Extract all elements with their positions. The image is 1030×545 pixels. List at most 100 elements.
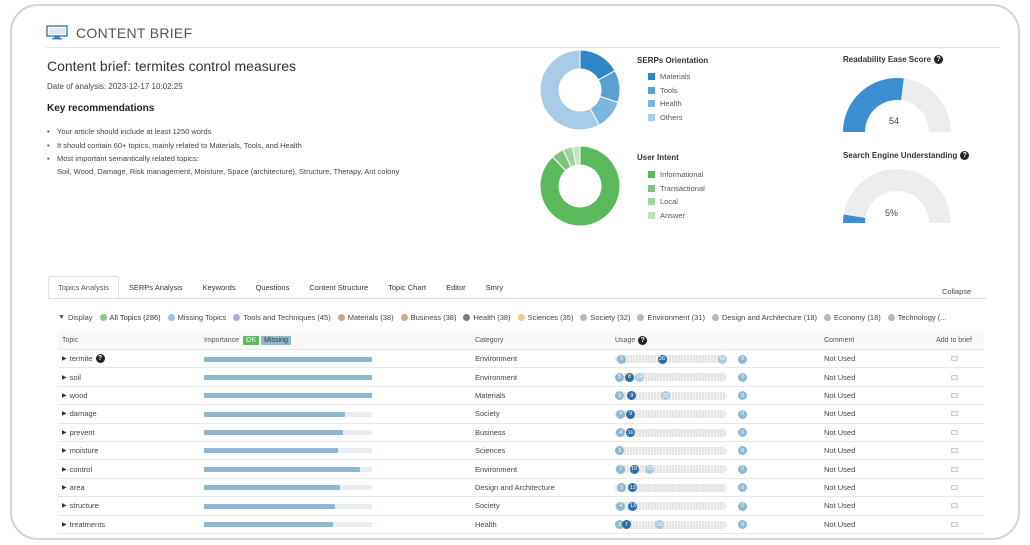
display-filter[interactable]: ▼ Display: [58, 313, 93, 322]
usage-bubble: 2: [616, 464, 626, 474]
tab-smry[interactable]: Smry: [485, 283, 504, 292]
serps-legend-item[interactable]: Materials: [648, 70, 690, 84]
expand-caret-icon[interactable]: ▶: [62, 411, 67, 418]
filter-chip[interactable]: Economy (18): [824, 313, 881, 322]
table-row[interactable]: ▶ control Environment 2 10 20 0 Not Used: [58, 460, 984, 479]
topic-cell[interactable]: ▶ termite?: [62, 350, 202, 367]
serps-legend-item[interactable]: Tools: [648, 84, 690, 98]
add-to-brief-checkbox[interactable]: [950, 484, 958, 490]
filter-chip[interactable]: Tools and Techniques (45): [233, 313, 331, 322]
expand-caret-icon[interactable]: ▶: [62, 484, 67, 491]
filter-chip[interactable]: Environment (31): [637, 313, 705, 322]
usage-current-count: 0: [738, 409, 748, 419]
topic-cell[interactable]: ▶ treatments: [62, 516, 202, 533]
legend-swatch: [648, 198, 655, 206]
expand-caret-icon[interactable]: ▶: [62, 356, 67, 363]
add-to-brief-checkbox[interactable]: [950, 448, 958, 454]
topic-cell[interactable]: ▶ soil: [62, 368, 202, 385]
table-row[interactable]: ▶ termite? Environment 5 26 66 0 Not Used: [58, 350, 984, 369]
filter-chip[interactable]: Design and Architecture (18): [711, 313, 817, 322]
table-row[interactable]: ▶ prevent Business 4 10 0 Not Used: [58, 424, 984, 442]
topic-cell[interactable]: ▶ damage: [62, 405, 202, 422]
table-row[interactable]: ▶ structure Society 4 13 0 Not Used: [58, 497, 984, 516]
help-icon[interactable]: ?: [960, 151, 970, 160]
tab-keywords[interactable]: Keywords: [202, 283, 236, 292]
help-icon[interactable]: ?: [934, 55, 944, 64]
expand-caret-icon[interactable]: ▶: [62, 448, 67, 455]
add-to-brief-checkbox[interactable]: [950, 466, 958, 472]
intent-legend-item[interactable]: Local: [648, 195, 705, 209]
usage-current-count: 0: [738, 520, 748, 530]
col-importance[interactable]: Importance OK Missing: [204, 332, 464, 349]
tab-topic-chart[interactable]: Topic Chart: [388, 283, 427, 292]
tab-topics-analysis[interactable]: Topics Analysis: [48, 276, 119, 298]
intent-slice-informational[interactable]: [539, 145, 621, 227]
topic-cell[interactable]: ▶ wood: [62, 387, 202, 404]
table-row[interactable]: ▶ damage Society 4 9 0 Not Used: [58, 405, 984, 424]
missing-badge[interactable]: Missing: [261, 336, 291, 345]
col-usage[interactable]: Usage ?: [615, 332, 815, 349]
col-topic[interactable]: Topic: [62, 337, 79, 344]
tab-questions[interactable]: Questions: [255, 283, 290, 292]
tab-content-structure[interactable]: Content Structure: [309, 283, 369, 292]
expand-caret-icon[interactable]: ▶: [62, 392, 67, 399]
topic-cell[interactable]: ▶ prevent: [62, 424, 202, 441]
importance-cell: [204, 516, 464, 533]
filter-dot: [824, 313, 832, 321]
table-row[interactable]: ▶ moisture Sciences 3 0 Not Used: [58, 442, 984, 461]
filter-chip[interactable]: Society (32): [580, 313, 630, 322]
usage-bubble: 10: [629, 464, 639, 474]
importance-fill: [204, 485, 341, 491]
tab-editor[interactable]: Editor: [446, 283, 466, 292]
add-to-brief-checkbox[interactable]: [950, 429, 958, 435]
topic-cell[interactable]: ▶ moisture: [62, 442, 202, 459]
serps-legend-item[interactable]: Health: [648, 97, 690, 111]
serps-orientation-donut[interactable]: [538, 48, 622, 132]
help-icon[interactable]: ?: [95, 354, 105, 364]
add-to-brief-checkbox[interactable]: [950, 503, 958, 509]
filter-chip[interactable]: Missing Topics: [167, 313, 226, 322]
serps-legend-item[interactable]: Others: [648, 111, 690, 125]
help-icon[interactable]: ?: [638, 336, 648, 345]
legend-label: Health: [660, 99, 682, 109]
table-row[interactable]: ▶ area Design and Architecture 5 13 0 Not Used: [58, 479, 984, 498]
topic-cell[interactable]: ▶ area: [62, 479, 202, 496]
comment-cell: Not Used: [824, 519, 856, 529]
col-category[interactable]: Category: [475, 337, 504, 344]
table-row[interactable]: ▶ wood Materials 3 9 23 0 Not Used: [58, 387, 984, 406]
table-row[interactable]: ▶ treatments Health 3 7 29 0 Not Used: [58, 516, 984, 534]
legend-label: Tools: [660, 85, 678, 95]
expand-caret-icon[interactable]: ▶: [62, 521, 67, 528]
intent-legend-item[interactable]: Answer: [648, 209, 705, 223]
legend-swatch: [648, 211, 655, 219]
expand-caret-icon[interactable]: ▶: [62, 374, 67, 381]
topic-cell[interactable]: ▶ structure: [62, 497, 202, 514]
intent-legend-item[interactable]: Transactional: [648, 182, 705, 196]
filter-chip[interactable]: Technology (...: [887, 313, 947, 322]
user-intent-donut[interactable]: [538, 144, 622, 228]
filter-chip[interactable]: Business (38): [400, 313, 456, 322]
intent-legend-item[interactable]: Informational: [648, 168, 705, 182]
table-row[interactable]: ▶ soil Environment 5 8 24 0 Not Used: [58, 368, 984, 387]
category-cell: Sciences: [475, 446, 506, 456]
intent-slice-answer[interactable]: [571, 145, 581, 166]
filter-chip[interactable]: All Topics (286): [99, 313, 161, 322]
add-to-brief-checkbox[interactable]: [950, 411, 958, 417]
ok-badge[interactable]: OK: [243, 336, 260, 345]
filter-chip[interactable]: Health (38): [463, 313, 511, 322]
filter-chip[interactable]: Sciences (35): [517, 313, 573, 322]
add-to-brief-checkbox[interactable]: [950, 356, 958, 362]
expand-caret-icon[interactable]: ▶: [62, 429, 67, 436]
expand-caret-icon[interactable]: ▶: [62, 503, 67, 510]
filter-label: Materials (38): [347, 312, 394, 322]
expand-caret-icon[interactable]: ▶: [62, 466, 67, 473]
add-to-brief-checkbox[interactable]: [950, 392, 958, 398]
add-to-brief-checkbox[interactable]: [950, 374, 958, 380]
serps-slice-others[interactable]: [539, 49, 600, 131]
readability-title-text: Readability Ease Score: [843, 55, 932, 64]
collapse-link[interactable]: Collapse: [942, 287, 972, 296]
filter-chip[interactable]: Materials (38): [337, 312, 394, 322]
add-to-brief-checkbox[interactable]: [950, 521, 958, 527]
topic-cell[interactable]: ▶ control: [62, 460, 202, 477]
tab-serps-analysis[interactable]: SERPs Analysis: [128, 283, 183, 292]
